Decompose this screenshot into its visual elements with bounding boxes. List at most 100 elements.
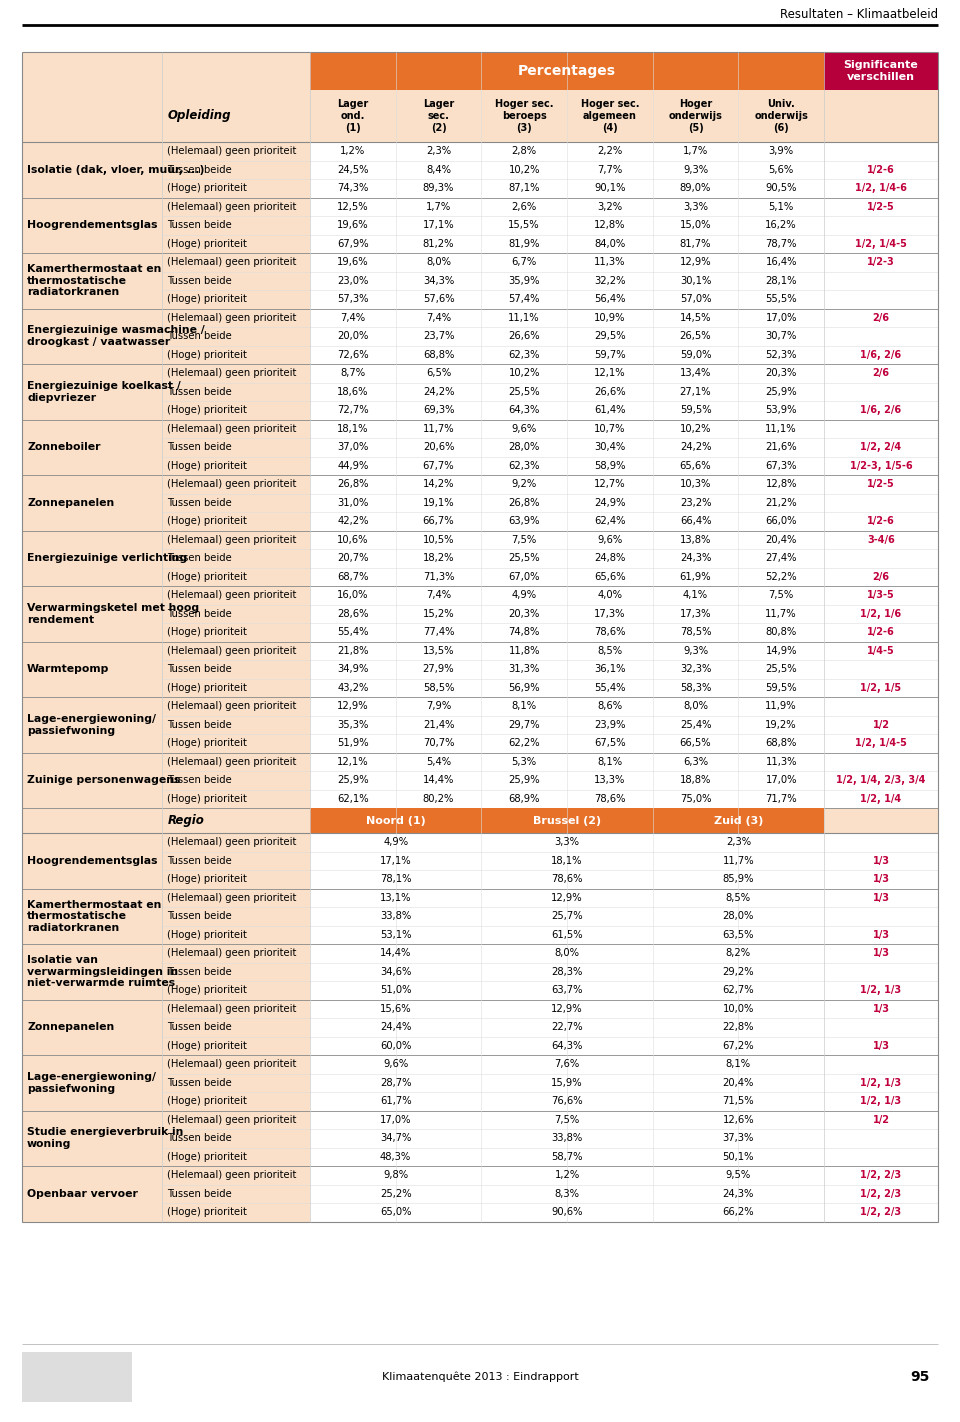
Text: 3,9%: 3,9% (769, 146, 794, 156)
Bar (824, 889, 938, 944)
Bar (824, 309, 938, 364)
Text: 30,4%: 30,4% (594, 442, 626, 452)
Text: 62,1%: 62,1% (337, 793, 369, 803)
Text: 5,3%: 5,3% (512, 757, 537, 766)
Text: 1/2, 1/3: 1/2, 1/3 (860, 985, 901, 995)
Text: 1/2, 1/4-6: 1/2, 1/4-6 (855, 183, 907, 193)
Text: 12,6%: 12,6% (723, 1115, 755, 1125)
Bar (310, 198, 824, 253)
Text: 70,7%: 70,7% (422, 738, 454, 748)
Text: 12,9%: 12,9% (680, 257, 711, 267)
Text: 66,7%: 66,7% (422, 516, 454, 526)
Bar (310, 364, 824, 419)
Text: 8,6%: 8,6% (597, 701, 622, 711)
Text: 9,5%: 9,5% (726, 1170, 751, 1180)
Text: 7,6%: 7,6% (554, 1059, 580, 1069)
Bar (824, 1111, 938, 1166)
Text: 3,3%: 3,3% (683, 202, 708, 212)
Text: 63,9%: 63,9% (509, 516, 540, 526)
Text: 12,8%: 12,8% (594, 220, 626, 230)
Text: 12,9%: 12,9% (337, 701, 369, 711)
Text: 13,5%: 13,5% (422, 646, 454, 656)
Bar (22, 641, 310, 697)
Text: 24,2%: 24,2% (422, 387, 454, 397)
Text: 19,1%: 19,1% (422, 498, 454, 508)
Text: 90,5%: 90,5% (765, 183, 797, 193)
Bar (22, 944, 310, 1000)
Text: Zonneboiler: Zonneboiler (27, 442, 101, 452)
Text: 24,4%: 24,4% (380, 1022, 411, 1032)
Text: 8,3%: 8,3% (555, 1189, 580, 1199)
Bar (22, 808, 938, 833)
Text: 1/2: 1/2 (873, 1115, 890, 1125)
Text: 17,3%: 17,3% (594, 609, 626, 619)
Text: 8,4%: 8,4% (426, 165, 451, 175)
Text: 62,3%: 62,3% (509, 350, 540, 360)
Text: 1/6, 2/6: 1/6, 2/6 (860, 405, 901, 415)
Text: 26,8%: 26,8% (509, 498, 540, 508)
Text: 8,0%: 8,0% (555, 948, 580, 958)
Bar (481, 808, 653, 833)
Text: Tussen beide: Tussen beide (167, 609, 231, 619)
Text: 23,0%: 23,0% (337, 276, 369, 286)
Text: 2,3%: 2,3% (426, 146, 451, 156)
Text: (Helemaal) geen prioriteit: (Helemaal) geen prioriteit (167, 948, 297, 958)
Text: 11,1%: 11,1% (509, 313, 540, 323)
Text: 1/2-5: 1/2-5 (867, 479, 895, 489)
Text: 12,1%: 12,1% (337, 757, 369, 766)
Bar (22, 752, 310, 808)
Text: 78,1%: 78,1% (380, 875, 412, 884)
Text: 68,7%: 68,7% (337, 572, 369, 582)
Text: 37,3%: 37,3% (723, 1133, 754, 1143)
Bar (310, 419, 824, 475)
Text: 55,4%: 55,4% (337, 627, 369, 637)
Text: (Helemaal) geen prioriteit: (Helemaal) geen prioriteit (167, 1115, 297, 1125)
Text: 9,6%: 9,6% (383, 1059, 408, 1069)
Text: 66,0%: 66,0% (765, 516, 797, 526)
Text: 66,5%: 66,5% (680, 738, 711, 748)
Text: 15,9%: 15,9% (551, 1078, 583, 1088)
Text: 31,3%: 31,3% (509, 664, 540, 674)
Text: Tussen beide: Tussen beide (167, 720, 231, 729)
Text: 90,6%: 90,6% (551, 1207, 583, 1217)
Bar (22, 364, 310, 419)
Bar (824, 364, 938, 419)
Text: (Hoge) prioriteit: (Hoge) prioriteit (167, 294, 247, 304)
Text: 8,0%: 8,0% (426, 257, 451, 267)
Text: 78,5%: 78,5% (680, 627, 711, 637)
Bar (824, 641, 938, 697)
Text: 8,1%: 8,1% (512, 701, 537, 711)
Text: Tussen beide: Tussen beide (167, 967, 231, 977)
Text: 81,2%: 81,2% (422, 239, 454, 249)
Text: 25,9%: 25,9% (509, 775, 540, 785)
Text: 8,0%: 8,0% (683, 701, 708, 711)
Text: Tussen beide: Tussen beide (167, 498, 231, 508)
Text: 10,9%: 10,9% (594, 313, 626, 323)
Text: 12,8%: 12,8% (765, 479, 797, 489)
Bar (22, 419, 310, 475)
Text: Zonnepanelen: Zonnepanelen (27, 1022, 114, 1032)
Bar (824, 198, 938, 253)
Text: 1/6, 2/6: 1/6, 2/6 (860, 350, 901, 360)
Text: 24,2%: 24,2% (680, 442, 711, 452)
Text: (Helemaal) geen prioriteit: (Helemaal) geen prioriteit (167, 479, 297, 489)
Text: 80,2%: 80,2% (422, 793, 454, 803)
Text: 1/3: 1/3 (873, 856, 890, 866)
Text: 28,0%: 28,0% (509, 442, 540, 452)
Text: 10,0%: 10,0% (723, 1004, 754, 1014)
Text: 22,7%: 22,7% (551, 1022, 583, 1032)
Text: 36,1%: 36,1% (594, 664, 626, 674)
Text: 21,8%: 21,8% (337, 646, 369, 656)
Text: 1/3: 1/3 (873, 893, 890, 903)
Text: 8,1%: 8,1% (726, 1059, 751, 1069)
Text: 22,8%: 22,8% (723, 1022, 755, 1032)
Text: 3-4/6: 3-4/6 (867, 535, 895, 545)
Text: 1/2, 1/3: 1/2, 1/3 (860, 1096, 901, 1106)
Bar (824, 475, 938, 530)
Text: 44,9%: 44,9% (337, 461, 369, 471)
Text: (Hoge) prioriteit: (Hoge) prioriteit (167, 1207, 247, 1217)
Bar (22, 1111, 310, 1166)
Text: 7,4%: 7,4% (340, 313, 366, 323)
Text: (Helemaal) geen prioriteit: (Helemaal) geen prioriteit (167, 701, 297, 711)
Text: Tussen beide: Tussen beide (167, 1133, 231, 1143)
